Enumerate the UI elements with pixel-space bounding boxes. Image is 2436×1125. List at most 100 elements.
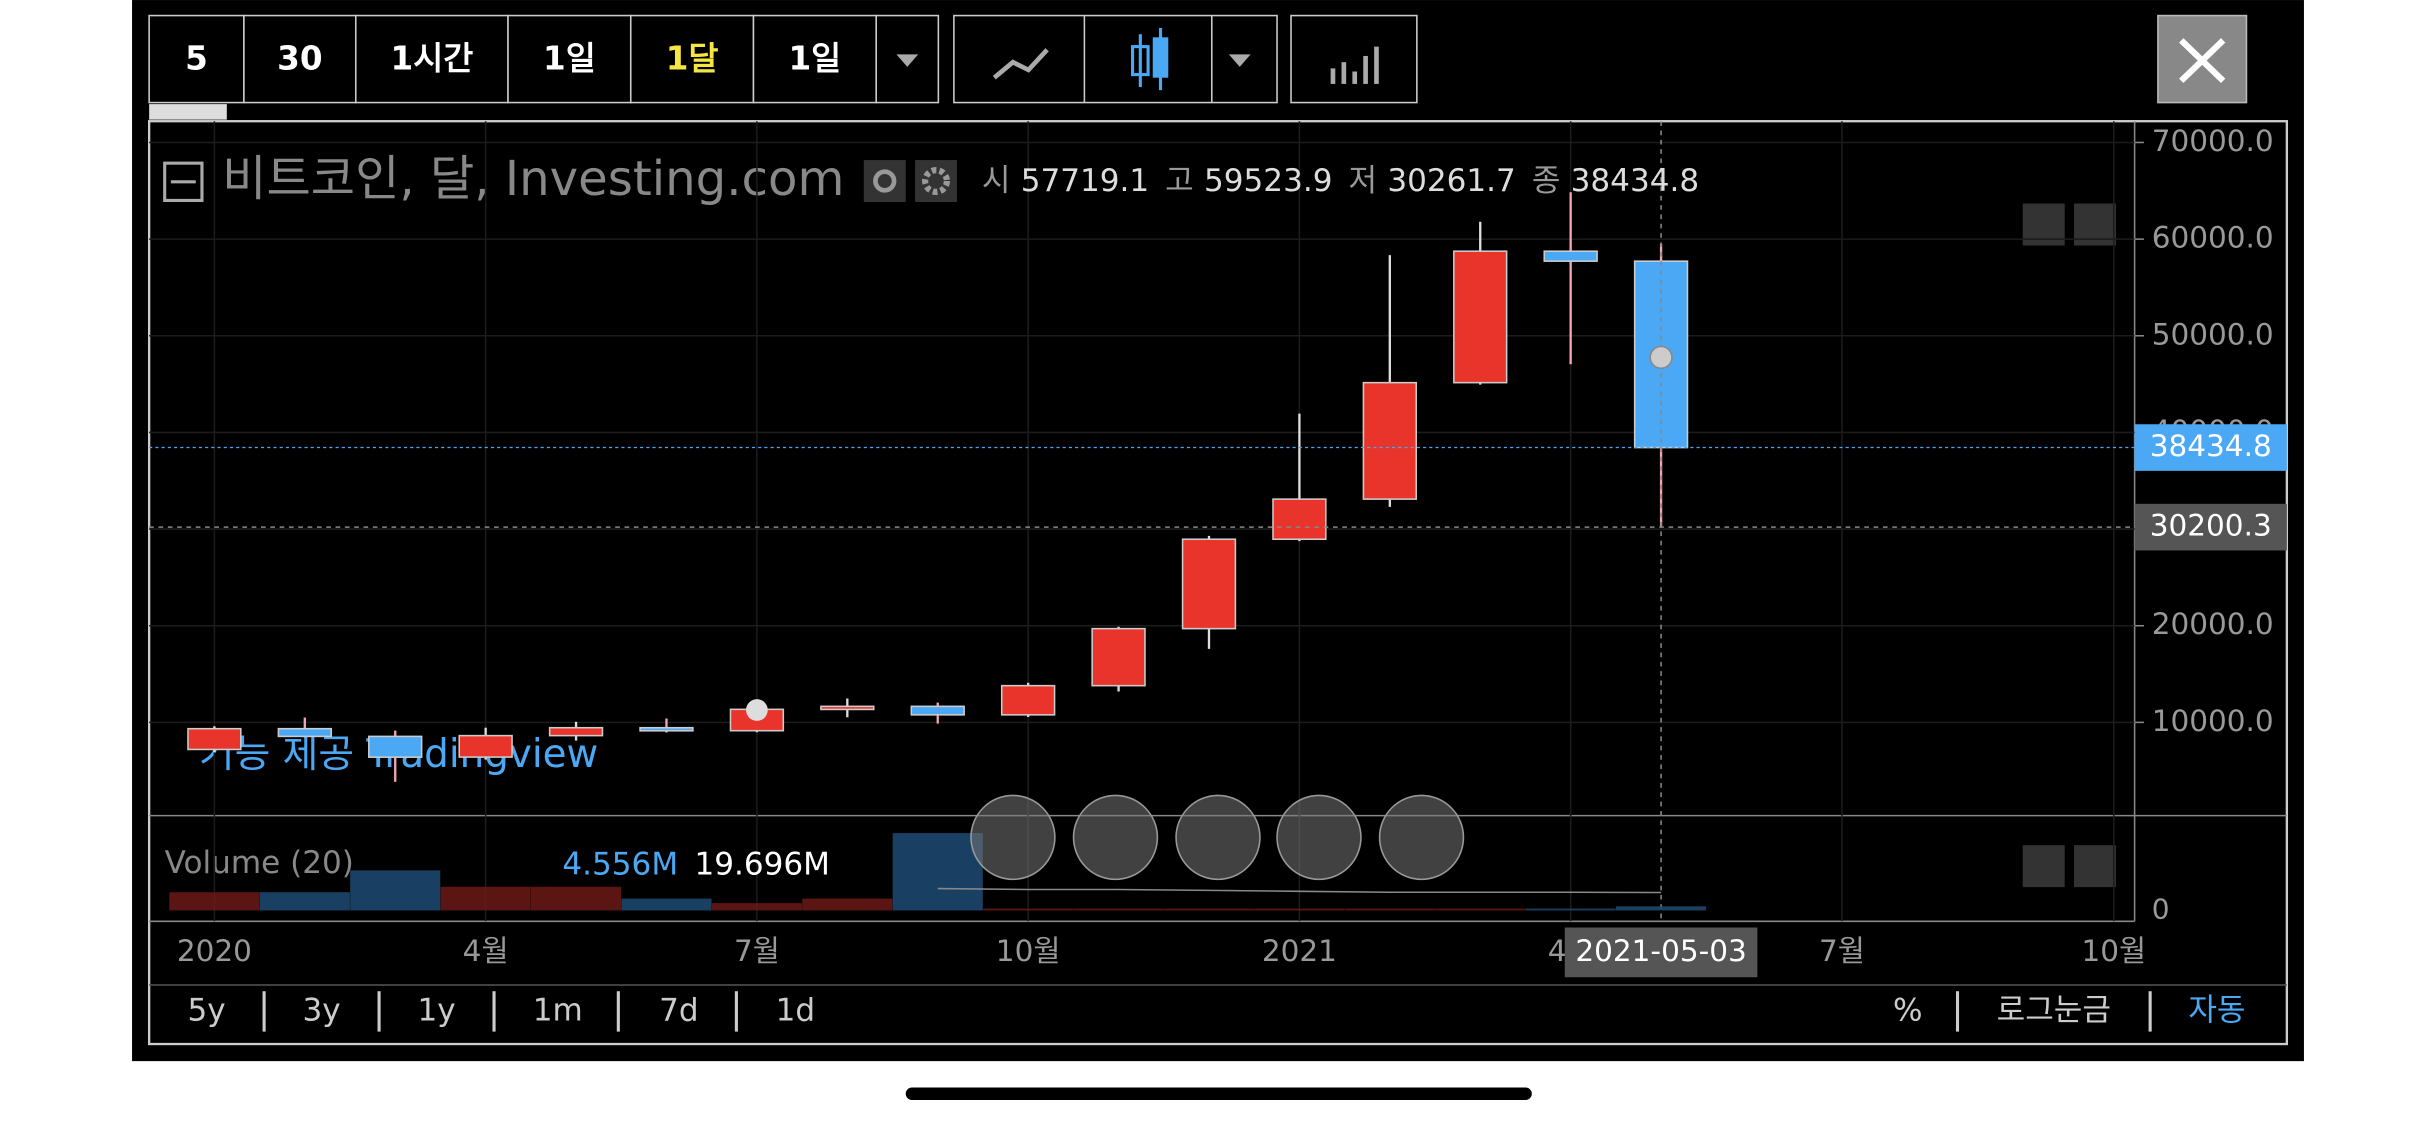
candle-icon[interactable] bbox=[1131, 27, 1169, 91]
chart-frame bbox=[147, 120, 2289, 1046]
volume-value: 4.556M bbox=[562, 846, 678, 882]
ohlc-key: 저 bbox=[1348, 163, 1377, 199]
collapse-icon[interactable] bbox=[163, 161, 204, 202]
volume-bar bbox=[1073, 908, 1164, 911]
candle-body bbox=[548, 726, 604, 737]
volume-bar bbox=[1435, 908, 1526, 911]
settings-icon bbox=[922, 167, 951, 196]
volume-bar bbox=[983, 908, 1074, 911]
interval-button[interactable] bbox=[148, 14, 245, 104]
close-icon bbox=[2179, 38, 2226, 84]
y-tick-label: 10000.0 bbox=[2152, 704, 2274, 738]
candle-body bbox=[1543, 250, 1598, 262]
candle-body bbox=[187, 727, 242, 751]
interval-button[interactable] bbox=[752, 14, 877, 104]
scale-option[interactable]: 자동 bbox=[2188, 992, 2245, 1028]
x-tick-label: 7월 bbox=[734, 934, 780, 968]
volume-bar bbox=[350, 870, 441, 911]
volume-ma-line bbox=[937, 887, 1662, 894]
y-tick-label: 50000.0 bbox=[2152, 317, 2274, 351]
volume-bar bbox=[1344, 908, 1435, 911]
volume-bar bbox=[1163, 908, 1255, 911]
hover-marker bbox=[1649, 345, 1673, 370]
range-button[interactable]: 1d bbox=[776, 992, 815, 1028]
interval-button[interactable] bbox=[507, 14, 632, 104]
x-tick-label: 10월 bbox=[2081, 934, 2146, 968]
candle-body bbox=[1362, 381, 1418, 500]
ohlc-value: 38434.8 bbox=[1571, 163, 1699, 199]
volume-bar bbox=[169, 892, 260, 911]
hover-marker bbox=[746, 699, 768, 721]
nav-button[interactable] bbox=[1175, 794, 1261, 881]
home-indicator bbox=[905, 1087, 1532, 1100]
interval-button[interactable] bbox=[629, 14, 755, 104]
indicator-button[interactable] bbox=[1290, 14, 1418, 104]
settings-icon[interactable] bbox=[915, 160, 957, 202]
volume-tick-label: 0 bbox=[2152, 892, 2170, 925]
dropdown-arrow bbox=[896, 54, 919, 67]
volume-bar bbox=[259, 892, 350, 911]
candle-body bbox=[277, 727, 332, 738]
crosshair-date: 2021-05-03 bbox=[1575, 934, 1746, 968]
x-tick-label: 2021 bbox=[1262, 934, 1337, 968]
interval-label: 5 bbox=[185, 40, 208, 78]
candle-body bbox=[368, 735, 423, 758]
ohlc-value: 59523.9 bbox=[1204, 163, 1332, 199]
last-price-badge bbox=[2134, 424, 2287, 471]
volume-title: Volume (20) bbox=[165, 845, 354, 881]
crosshair-price-badge bbox=[2134, 503, 2287, 551]
nav-button[interactable] bbox=[970, 794, 1056, 881]
crosshair-price: 30200.3 bbox=[2150, 509, 2272, 543]
chart-type-group bbox=[953, 14, 1278, 104]
ohlc-value: 30261.7 bbox=[1387, 163, 1515, 199]
scale-option[interactable]: 로그눈금 bbox=[1997, 992, 2111, 1028]
volume-bar bbox=[711, 903, 802, 911]
range-button[interactable]: 7d bbox=[659, 992, 698, 1028]
range-button[interactable]: 1m bbox=[533, 992, 583, 1028]
scale-button[interactable] bbox=[2022, 845, 2065, 888]
volume-bar bbox=[802, 898, 893, 911]
volume-bar bbox=[1525, 908, 1616, 911]
volume-bar bbox=[892, 833, 983, 911]
indicator-icon bbox=[1330, 46, 1379, 84]
scale-button[interactable] bbox=[2074, 845, 2116, 888]
candle-body bbox=[458, 734, 513, 758]
volume-bar bbox=[440, 886, 531, 911]
nav-button[interactable] bbox=[1378, 794, 1465, 881]
interval-button[interactable] bbox=[354, 14, 509, 104]
candle-body bbox=[1453, 250, 1508, 384]
interval-label: 1일 bbox=[543, 40, 596, 78]
ohlc-key: 시 bbox=[982, 163, 1011, 199]
candle-body bbox=[820, 705, 875, 711]
candle-body bbox=[639, 726, 694, 732]
volume-bar bbox=[1616, 906, 1707, 911]
range-button[interactable]: 5y bbox=[188, 992, 226, 1028]
interval-label: 1일 bbox=[788, 40, 841, 78]
eye-icon[interactable] bbox=[863, 160, 906, 202]
ohlc-key: 종 bbox=[1532, 163, 1561, 199]
volume-bar bbox=[1254, 908, 1345, 911]
interval-label: 30 bbox=[277, 40, 322, 78]
interval-button[interactable] bbox=[243, 14, 357, 104]
scale-option[interactable]: % bbox=[1893, 992, 1923, 1028]
volume-bar bbox=[621, 898, 712, 911]
scroll-tab[interactable] bbox=[149, 104, 227, 120]
candle-body bbox=[1091, 627, 1146, 687]
line-chart-icon[interactable] bbox=[992, 48, 1049, 80]
volume-ma-value: 19.696M bbox=[694, 846, 830, 882]
nav-button[interactable] bbox=[1072, 794, 1159, 881]
dropdown-arrow[interactable] bbox=[1228, 54, 1251, 67]
y-tick-label: 60000.0 bbox=[2152, 221, 2274, 255]
candle-body bbox=[1000, 684, 1056, 716]
x-tick-label: 7월 bbox=[1819, 934, 1865, 968]
x-tick-label: 10월 bbox=[996, 934, 1061, 968]
y-tick-label: 70000.0 bbox=[2152, 124, 2274, 158]
chart-title: 비트코인, 달, Investing.com bbox=[222, 151, 844, 207]
x-tick-label: 2020 bbox=[177, 934, 252, 968]
x-tick-label: 4월 bbox=[463, 934, 509, 968]
nav-button[interactable] bbox=[1276, 794, 1362, 881]
range-button[interactable]: 1y bbox=[417, 992, 455, 1028]
range-button[interactable]: 3y bbox=[303, 992, 341, 1028]
